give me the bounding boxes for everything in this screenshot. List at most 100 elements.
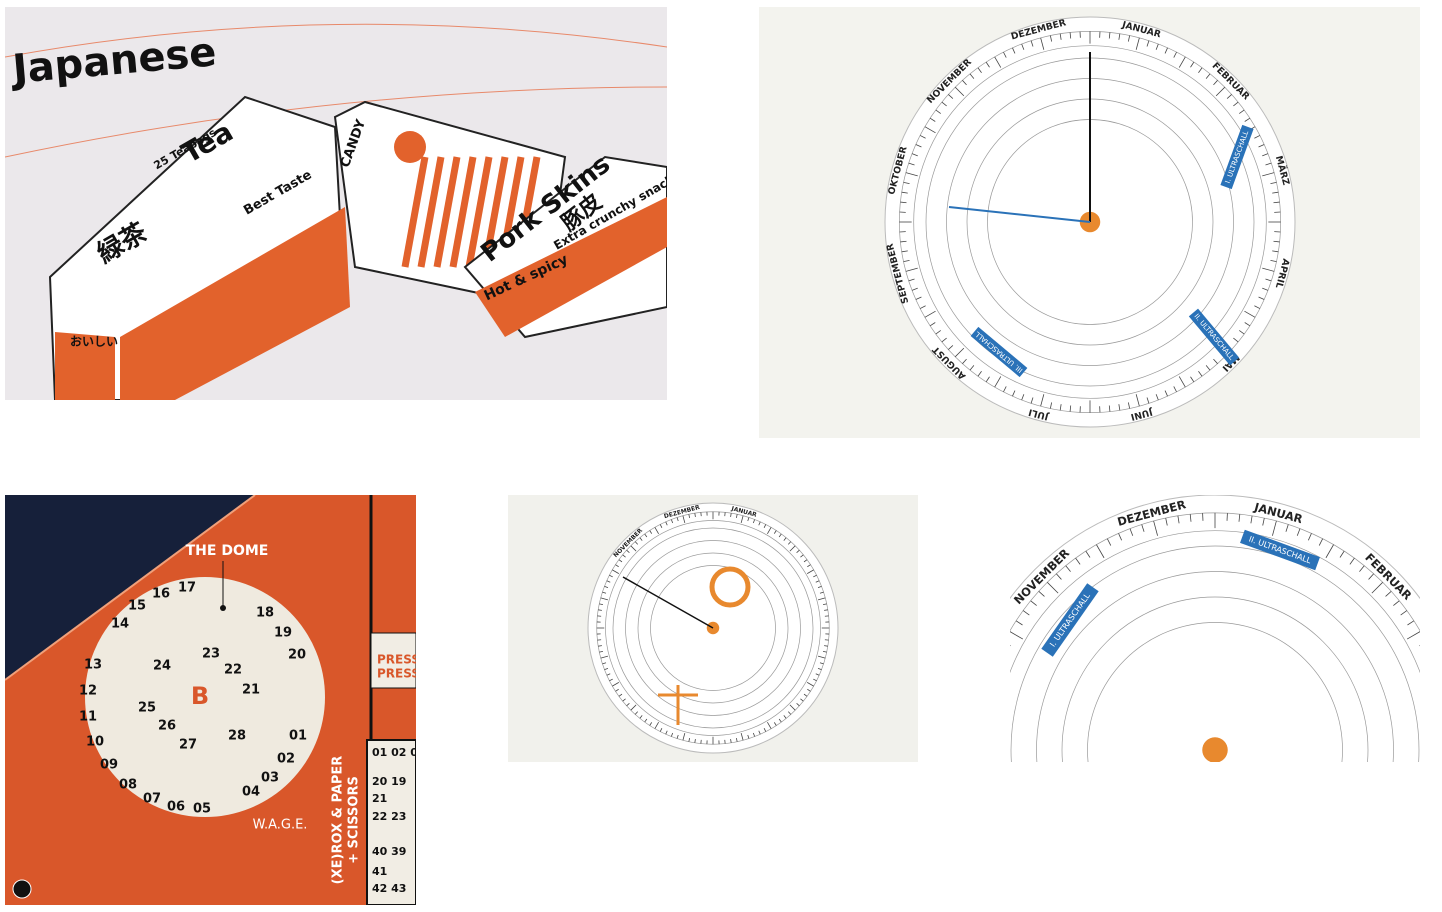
dial-number: 15 bbox=[128, 599, 146, 614]
pointer-blue bbox=[948, 206, 1091, 223]
ring bbox=[1061, 596, 1369, 762]
scale-tick bbox=[824, 645, 828, 647]
scale-tick bbox=[767, 721, 772, 729]
scale-tick bbox=[1265, 278, 1272, 282]
ring bbox=[637, 552, 789, 704]
scale-tick bbox=[609, 574, 613, 578]
label-band bbox=[1041, 583, 1099, 657]
scale-tick bbox=[807, 688, 811, 692]
scale-tick bbox=[740, 732, 744, 741]
scale-tick bbox=[1146, 397, 1150, 404]
scale-tick bbox=[665, 521, 668, 526]
scale-tick bbox=[900, 201, 907, 204]
scale-tick bbox=[609, 678, 613, 682]
scale-tick bbox=[800, 698, 804, 702]
stripe bbox=[465, 156, 493, 268]
scale-tick bbox=[1118, 33, 1121, 40]
stripe bbox=[417, 156, 445, 268]
scale-tick bbox=[600, 655, 609, 659]
scale-tick bbox=[602, 591, 607, 594]
scale-tick bbox=[1205, 365, 1211, 371]
box-side bbox=[120, 207, 350, 400]
scale-tick bbox=[929, 322, 936, 327]
scale-tick bbox=[1368, 573, 1374, 580]
grid-number: 40 39 bbox=[372, 845, 406, 858]
scale-tick bbox=[1127, 35, 1131, 42]
scale-tick bbox=[644, 718, 648, 723]
dial-number: 13 bbox=[84, 658, 102, 673]
image-tile[interactable]: DEZEMBERJANUARFEBRUARMÄRZAPRILMAIJUNIJUL… bbox=[759, 7, 1420, 438]
scale-tick bbox=[773, 530, 777, 534]
scale-tick bbox=[659, 728, 663, 732]
scale-tick bbox=[1226, 94, 1232, 99]
rule bbox=[5, 495, 256, 681]
scale-tick bbox=[1021, 394, 1025, 401]
scale-tick bbox=[969, 365, 975, 371]
scale-tick bbox=[919, 305, 926, 309]
scale-tick bbox=[1270, 181, 1277, 185]
guide-line bbox=[5, 86, 667, 158]
scale-tick bbox=[905, 172, 918, 177]
scale-tick bbox=[758, 521, 761, 526]
scale-tick bbox=[1059, 404, 1062, 411]
press-text: PRESS bbox=[377, 667, 416, 681]
scale-tick bbox=[1272, 250, 1279, 253]
dial-number: 14 bbox=[111, 617, 129, 632]
scale-tick bbox=[1118, 404, 1121, 411]
scale-tick bbox=[1038, 591, 1045, 597]
scale-tick bbox=[747, 517, 750, 522]
dial-number: 08 bbox=[119, 778, 137, 793]
scale-tick bbox=[639, 715, 643, 719]
grid-number: 22 23 bbox=[372, 810, 406, 823]
scale-tick bbox=[1178, 376, 1186, 388]
scale-tick bbox=[1244, 117, 1251, 122]
scale-tick bbox=[630, 704, 637, 711]
ring bbox=[1087, 622, 1343, 762]
scale-tick bbox=[908, 278, 915, 282]
dial-number: 09 bbox=[100, 758, 118, 773]
side-text: (XE)ROX & PAPER bbox=[331, 756, 346, 885]
scale-tick bbox=[1021, 43, 1025, 50]
scale-tick bbox=[1296, 528, 1301, 536]
scale-tick bbox=[730, 739, 732, 743]
scale-tick bbox=[735, 514, 738, 519]
scale-tick bbox=[615, 564, 619, 568]
scale-tick bbox=[1262, 172, 1275, 177]
scale-tick bbox=[600, 597, 609, 601]
scale-tick bbox=[1339, 550, 1345, 558]
scale-tick bbox=[817, 585, 822, 589]
scale-tick bbox=[1190, 61, 1195, 68]
scale-tick bbox=[1127, 402, 1131, 409]
dial-number: 02 bbox=[277, 752, 295, 767]
press-text: PRESS bbox=[377, 653, 416, 667]
scale-tick bbox=[819, 662, 824, 665]
scale-tick bbox=[1059, 33, 1062, 40]
scale-tick bbox=[1262, 287, 1269, 291]
scale-tick bbox=[1371, 582, 1383, 594]
scale-tick bbox=[670, 732, 674, 737]
scale-tick bbox=[1085, 550, 1091, 558]
scale-tick bbox=[604, 585, 609, 589]
scale-tick bbox=[626, 702, 630, 707]
grid-box bbox=[366, 739, 416, 905]
ring bbox=[1036, 571, 1394, 762]
scale-tick bbox=[1233, 101, 1239, 107]
scale-tick bbox=[985, 376, 990, 383]
scale-tick bbox=[941, 101, 947, 107]
scale-tick bbox=[962, 80, 967, 86]
scale-tick bbox=[806, 682, 814, 687]
dial-number: 07 bbox=[143, 792, 161, 807]
dial-number: 22 bbox=[224, 663, 242, 678]
scale-tick bbox=[1177, 515, 1180, 524]
scale-tick bbox=[1164, 390, 1168, 397]
scale-tick bbox=[1155, 43, 1159, 50]
scale-tick bbox=[599, 650, 604, 653]
ring bbox=[1010, 545, 1420, 762]
scale-tick bbox=[622, 554, 626, 558]
scale-tick bbox=[606, 673, 611, 676]
